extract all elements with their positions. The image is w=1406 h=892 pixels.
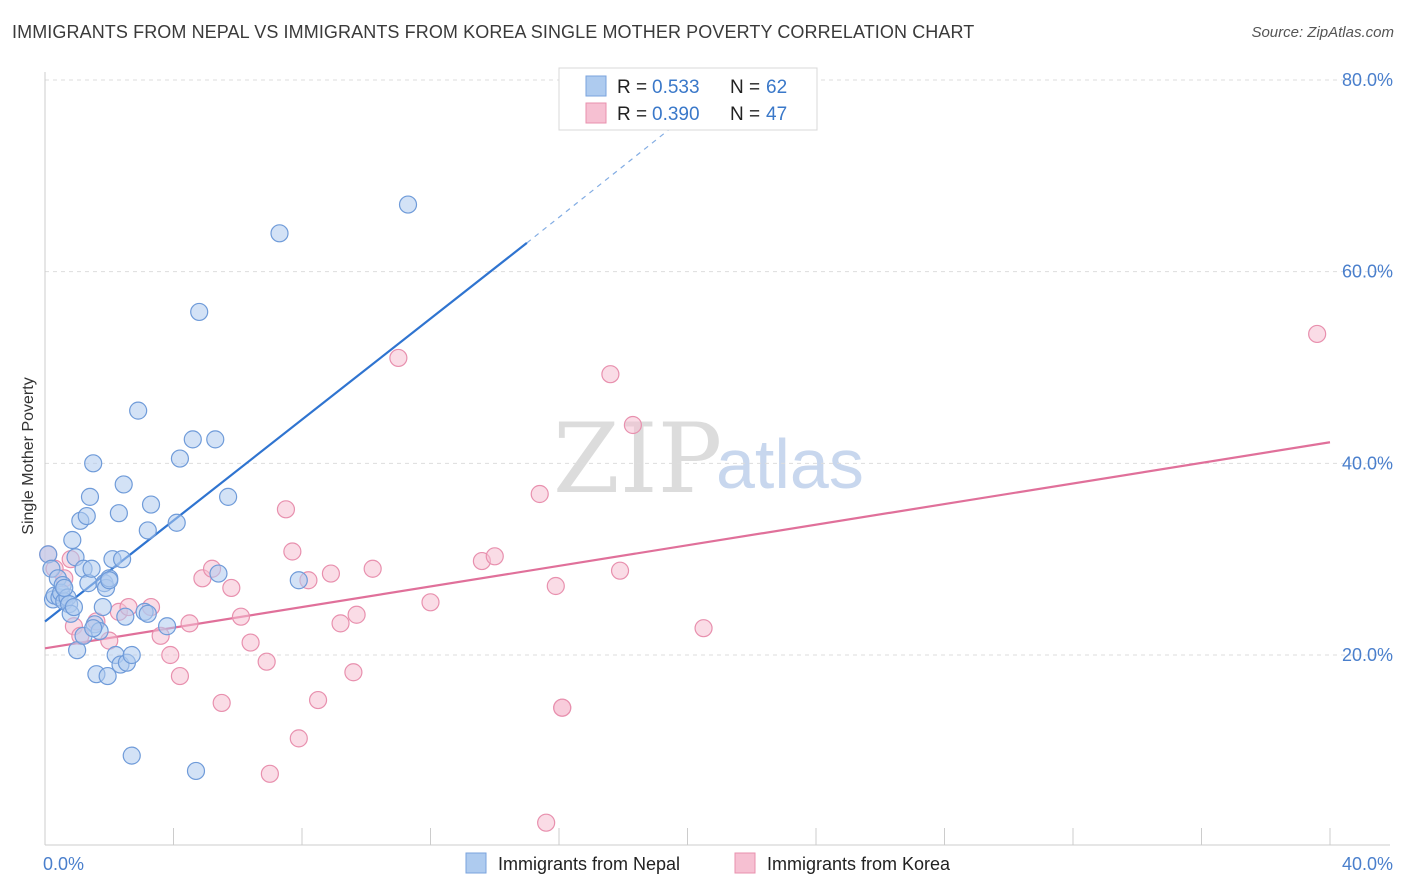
point-nepal-40 <box>129 401 148 420</box>
point-nepal-35 <box>112 550 132 569</box>
axes <box>44 72 1390 846</box>
x-tick-label-0: 0.0% <box>43 854 84 874</box>
point-nepal-12 <box>63 530 82 550</box>
chart-title: IMMIGRANTS FROM NEPAL VS IMMIGRANTS FROM… <box>12 22 975 42</box>
point-korea-29 <box>331 614 350 633</box>
point-nepal-43 <box>141 495 161 514</box>
point-korea-14 <box>180 614 199 633</box>
point-nepal-45 <box>167 513 186 532</box>
point-korea-18 <box>222 578 241 598</box>
point-nepal-29 <box>98 666 117 686</box>
point-nepal-58 <box>55 578 74 598</box>
point-nepal-46 <box>170 449 190 468</box>
x-tick-label-1: 40.0% <box>1342 854 1393 874</box>
watermark-atlas: atlas <box>716 425 864 503</box>
bottom-legend-swatch-nepal <box>465 852 487 874</box>
source-label: Source: ZipAtlas.com <box>1251 24 1394 41</box>
point-nepal-51 <box>219 487 238 506</box>
point-korea-17 <box>212 693 231 713</box>
point-korea-42 <box>601 365 620 384</box>
point-nepal-37 <box>116 607 135 626</box>
trend-line-korea <box>44 441 1331 650</box>
point-korea-27 <box>308 690 328 710</box>
point-korea-31 <box>347 605 366 624</box>
legend-n-label-korea: N = <box>730 104 760 125</box>
point-nepal-18 <box>77 506 96 526</box>
point-nepal-55 <box>122 746 141 765</box>
y-tick-label-3: 80.0% <box>1342 70 1393 90</box>
data-points <box>39 195 1327 832</box>
trend-lines <box>44 93 1331 650</box>
point-nepal-42 <box>138 521 157 540</box>
point-nepal-33 <box>109 504 128 523</box>
point-korea-28 <box>321 564 341 583</box>
legend-swatch-korea <box>585 102 607 124</box>
point-korea-25 <box>289 729 308 748</box>
legend-r-label-korea: R = <box>617 104 647 125</box>
point-nepal-53 <box>289 571 308 590</box>
point-nepal-61 <box>138 604 157 623</box>
point-nepal-21 <box>82 559 101 578</box>
point-nepal-54 <box>398 195 418 214</box>
point-korea-45 <box>694 619 713 638</box>
point-korea-46 <box>1308 324 1327 344</box>
point-nepal-26 <box>93 597 112 617</box>
point-nepal-13 <box>64 597 84 617</box>
point-nepal-20 <box>80 487 100 506</box>
point-korea-33 <box>389 348 408 368</box>
point-korea-13 <box>170 666 190 686</box>
point-korea-32 <box>363 559 382 578</box>
legend-n-label-nepal: N = <box>730 77 760 98</box>
point-nepal-44 <box>157 617 177 636</box>
legend-r-label-nepal: R = <box>617 77 647 98</box>
bottom-legend: Immigrants from Nepal Immigrants from Ko… <box>465 852 951 874</box>
bottom-legend-label-nepal: Immigrants from Nepal <box>498 854 680 874</box>
y-tick-label-0: 20.0% <box>1342 645 1393 665</box>
point-korea-39 <box>546 576 565 596</box>
bottom-legend-swatch-korea <box>734 852 756 874</box>
point-korea-34 <box>421 593 440 612</box>
point-korea-20 <box>241 633 260 652</box>
point-korea-22 <box>260 764 279 783</box>
point-korea-24 <box>283 542 302 561</box>
y-tick-label-2: 60.0% <box>1342 262 1393 282</box>
point-korea-36 <box>485 547 504 566</box>
point-korea-30 <box>344 663 363 682</box>
y-axis-label: Single Mother Poverty <box>20 377 37 534</box>
point-korea-41 <box>553 698 572 717</box>
legend-r-value-korea: 0.390 <box>652 104 700 125</box>
point-nepal-39 <box>122 645 141 665</box>
point-nepal-52 <box>270 224 289 243</box>
x-tick-labels: 0.0% 40.0% <box>43 854 1393 874</box>
point-nepal-60 <box>100 571 119 590</box>
top-legend: R = 0.533 N = 62 R = 0.390 N = 47 <box>558 67 818 131</box>
gridlines <box>45 79 1390 656</box>
legend-r-value-nepal: 0.533 <box>652 77 700 98</box>
point-korea-19 <box>231 607 251 626</box>
point-nepal-47 <box>183 430 202 449</box>
bottom-legend-label-korea: Immigrants from Korea <box>767 854 951 874</box>
point-nepal-49 <box>206 430 225 449</box>
point-nepal-56 <box>186 761 206 781</box>
point-nepal-50 <box>209 564 228 583</box>
point-nepal-48 <box>190 302 209 322</box>
y-tick-label-1: 40.0% <box>1342 453 1393 473</box>
point-korea-12 <box>161 645 180 665</box>
point-nepal-36 <box>114 475 133 494</box>
legend-n-value-korea: 47 <box>766 104 787 125</box>
point-korea-44 <box>623 415 642 435</box>
point-korea-23 <box>276 500 296 519</box>
point-nepal-22 <box>84 454 103 473</box>
point-korea-21 <box>257 652 276 671</box>
point-nepal-59 <box>84 619 103 638</box>
legend-n-value-nepal: 62 <box>766 77 787 98</box>
y-tick-labels: 20.0% 40.0% 60.0% 80.0% <box>1342 70 1393 665</box>
point-korea-37 <box>530 484 549 504</box>
point-korea-38 <box>537 813 556 832</box>
point-korea-43 <box>610 561 630 580</box>
legend-swatch-nepal <box>585 75 607 97</box>
